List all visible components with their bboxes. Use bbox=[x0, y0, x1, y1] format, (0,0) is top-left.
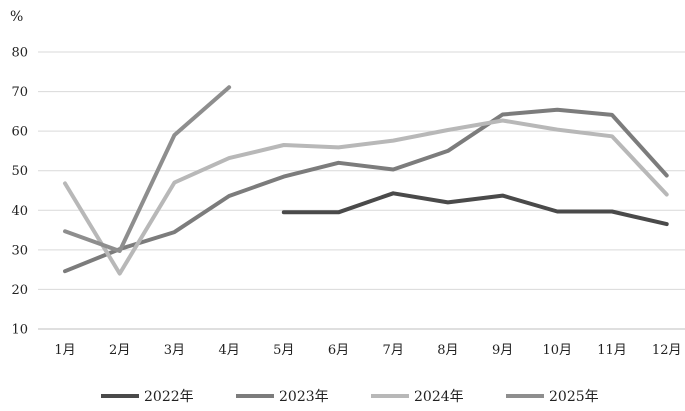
series-lines bbox=[63, 85, 669, 276]
x-tick-label: 2月 bbox=[109, 343, 130, 358]
x-tick-label: 5月 bbox=[273, 343, 294, 358]
legend-item: 2022年 bbox=[101, 389, 194, 405]
x-tick-label: 11月 bbox=[597, 343, 627, 358]
x-tick-label: 10月 bbox=[543, 343, 573, 358]
x-tick-label: 4月 bbox=[218, 343, 239, 358]
y-tick-label: 60 bbox=[11, 125, 28, 140]
series-line-3 bbox=[63, 85, 232, 253]
y-tick-label: 10 bbox=[11, 323, 28, 338]
x-tick-label: 7月 bbox=[383, 343, 404, 358]
series-line-2 bbox=[63, 118, 669, 276]
grid-lines bbox=[38, 51, 685, 330]
y-tick-label: 40 bbox=[11, 204, 28, 219]
legend-item: 2023年 bbox=[236, 389, 329, 405]
y-tick-label: 50 bbox=[11, 164, 28, 179]
x-tick-label: 1月 bbox=[54, 343, 75, 358]
series-line-0 bbox=[281, 191, 669, 227]
y-axis-unit-label: % bbox=[10, 9, 23, 25]
series-line-1 bbox=[63, 107, 669, 274]
legend-label: 2024年 bbox=[414, 389, 464, 405]
legend-label: 2025年 bbox=[549, 389, 599, 405]
x-tick-label: 9月 bbox=[492, 343, 513, 358]
legend: 2022年 2023年 2024年 2025年 bbox=[101, 389, 599, 405]
y-tick-label: 20 bbox=[11, 283, 28, 298]
x-tick-label: 12月 bbox=[652, 343, 682, 358]
y-tick-label: 80 bbox=[11, 46, 28, 61]
legend-item: 2024年 bbox=[371, 389, 464, 405]
x-tick-label: 3月 bbox=[164, 343, 185, 358]
y-tick-label: 70 bbox=[11, 85, 28, 100]
x-axis-ticks: 1月 2月 3月 4月 5月 6月 7月 8月 9月 10月 11月 12月 bbox=[54, 343, 681, 358]
y-axis-ticks: 10 20 30 40 50 60 70 80 bbox=[11, 46, 28, 338]
legend-label: 2022年 bbox=[144, 389, 194, 405]
y-tick-label: 30 bbox=[11, 243, 28, 258]
legend-label: 2023年 bbox=[279, 389, 329, 405]
x-tick-label: 6月 bbox=[328, 343, 349, 358]
x-tick-label: 8月 bbox=[437, 343, 458, 358]
legend-item: 2025年 bbox=[506, 389, 599, 405]
